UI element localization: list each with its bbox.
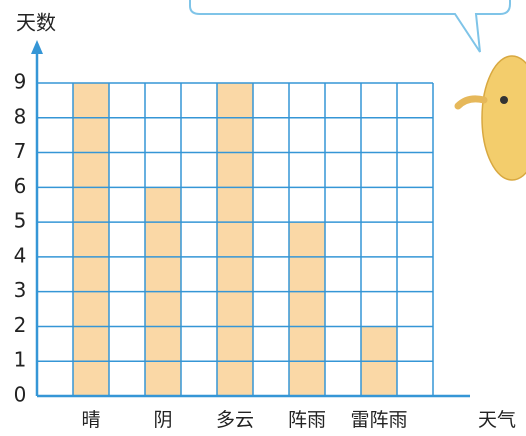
y-tick-label: 6 [14,174,27,198]
y-tick-label: 4 [14,243,27,267]
y-tick-label: 0 [14,383,27,407]
grid [37,82,434,397]
speech-bubble [189,0,511,53]
x-tick-label: 阵雨 [288,409,326,431]
y-tick-label: 7 [14,139,27,163]
y-tick-label: 1 [14,348,27,372]
bars [73,83,397,396]
y-tick-label: 3 [14,278,27,302]
mascot [454,55,526,181]
x-tick-label: 阴 [153,409,172,431]
y-axis-arrow [31,40,43,54]
bar [289,222,325,396]
x-axis-label: 天气 [478,409,516,431]
x-tick-label: 多云 [216,409,254,431]
y-tick-label: 8 [14,104,27,128]
y-axis-label: 天数 [16,11,56,35]
bar [217,83,253,396]
y-tick-label: 9 [14,70,27,94]
bar [73,83,109,396]
y-tick-label: 2 [14,313,27,337]
x-tick-label: 晴 [81,409,100,431]
y-tick-label: 5 [14,209,27,233]
x-tick-label: 雷阵雨 [350,409,407,431]
